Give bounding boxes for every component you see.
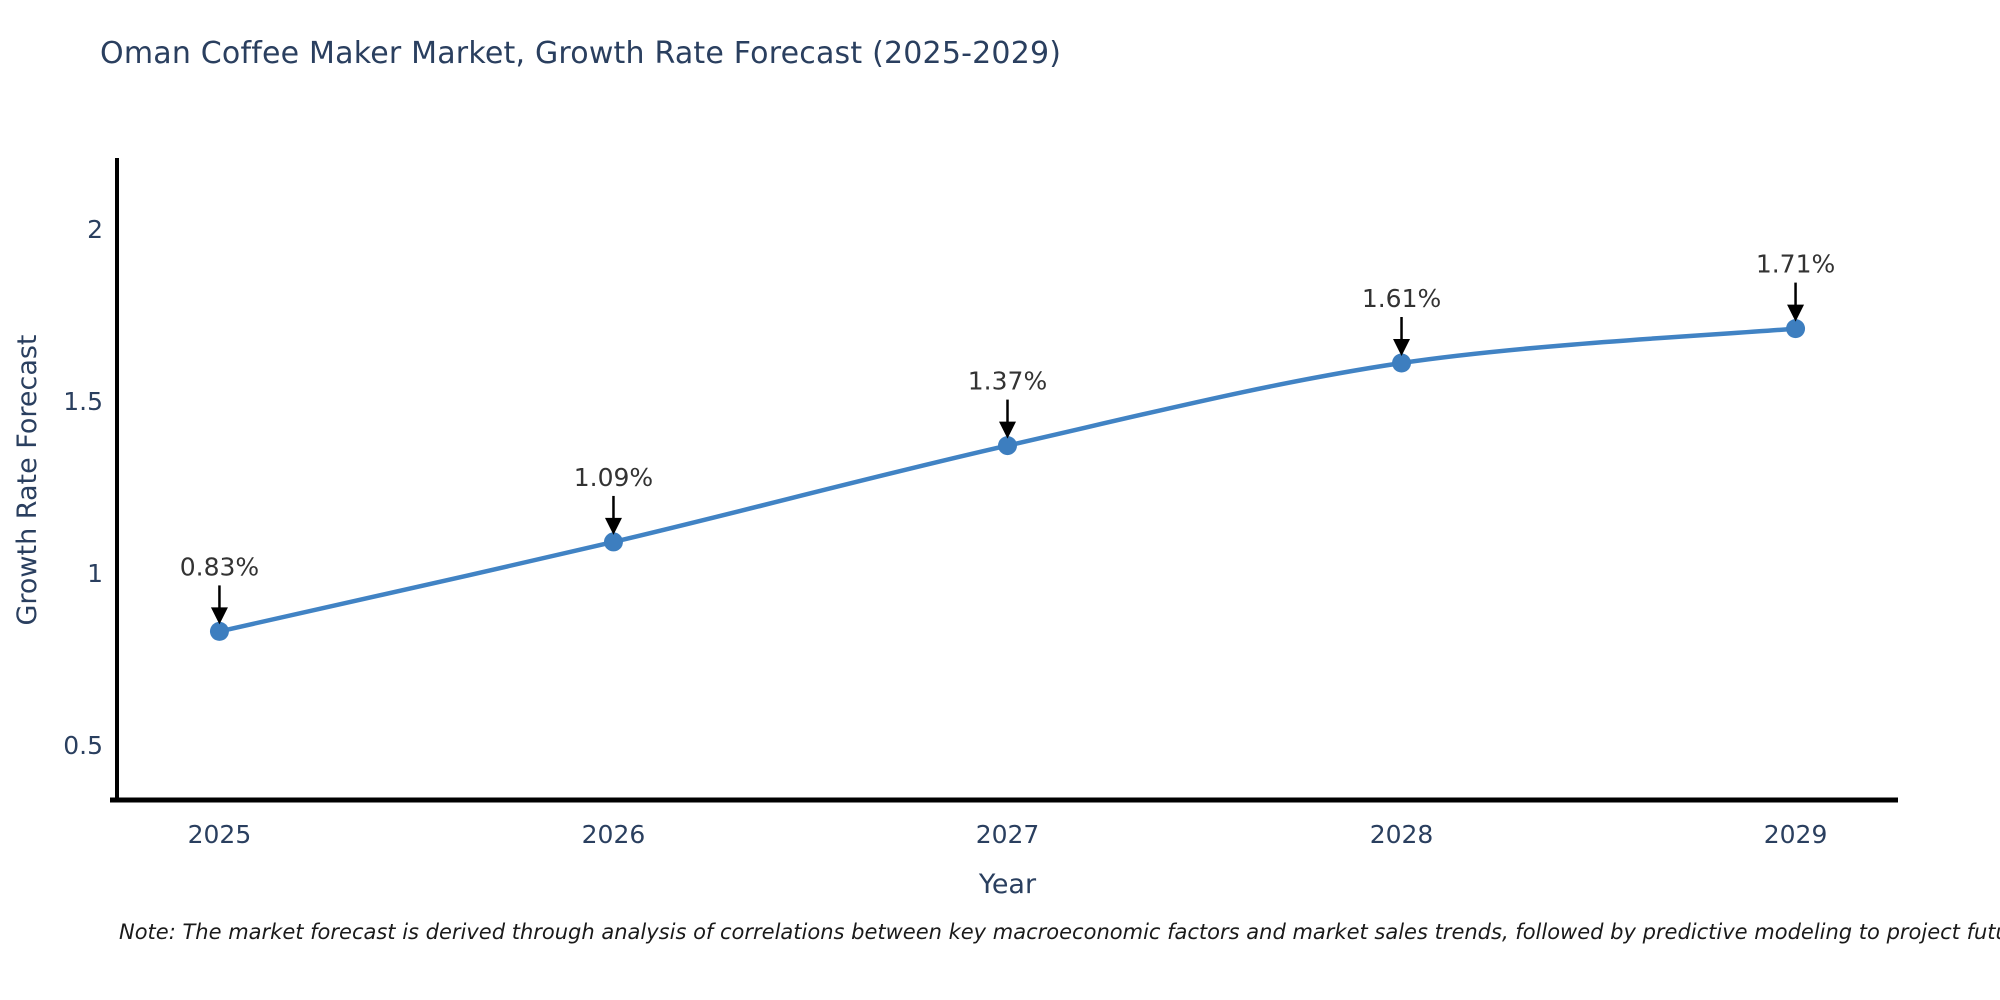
annotation-label: 1.71% [1756,250,1835,279]
data-point-marker[interactable] [1392,353,1412,373]
y-tick-label: 1 [87,559,103,588]
chart-title: Oman Coffee Maker Market, Growth Rate Fo… [100,36,1062,71]
data-point-marker[interactable] [603,532,623,552]
x-tick-label: 2027 [976,820,1040,849]
annotation-label: 1.61% [1362,284,1441,313]
x-tick-label: 2028 [1370,820,1434,849]
annotation-arrowhead [604,517,622,535]
annotation-arrowhead [210,607,228,625]
x-tick-label: 2029 [1764,820,1828,849]
annotation-label: 0.83% [180,552,259,581]
annotation-arrowhead [999,421,1016,439]
data-point-marker[interactable] [998,436,1017,456]
x-tick-label: 2026 [582,820,646,849]
annotation-label: 1.09% [574,463,653,492]
annotation-arrowhead [1787,304,1805,322]
x-tick-label: 2025 [188,820,252,849]
y-axis-title: Growth Rate Forecast [12,334,43,625]
data-point-marker[interactable] [1786,319,1806,339]
annotation-label: 1.37% [968,367,1047,396]
y-tick-label: 1.5 [63,387,103,416]
y-tick-label: 0.5 [63,731,103,760]
x-axis-title: Year [978,869,1037,900]
annotation-arrowhead [1393,339,1411,357]
y-tick-label: 2 [87,215,103,244]
footnote: Note: The market forecast is derived thr… [119,920,2000,944]
data-point-marker[interactable] [209,621,229,641]
